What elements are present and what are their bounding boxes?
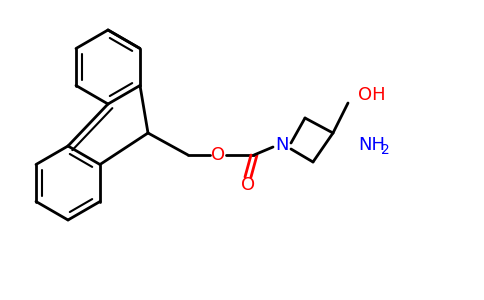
Text: OH: OH bbox=[358, 86, 386, 104]
Text: NH: NH bbox=[358, 136, 385, 154]
Text: O: O bbox=[211, 146, 225, 164]
Text: 2: 2 bbox=[381, 143, 390, 157]
Text: N: N bbox=[275, 136, 289, 154]
Text: O: O bbox=[241, 176, 255, 194]
